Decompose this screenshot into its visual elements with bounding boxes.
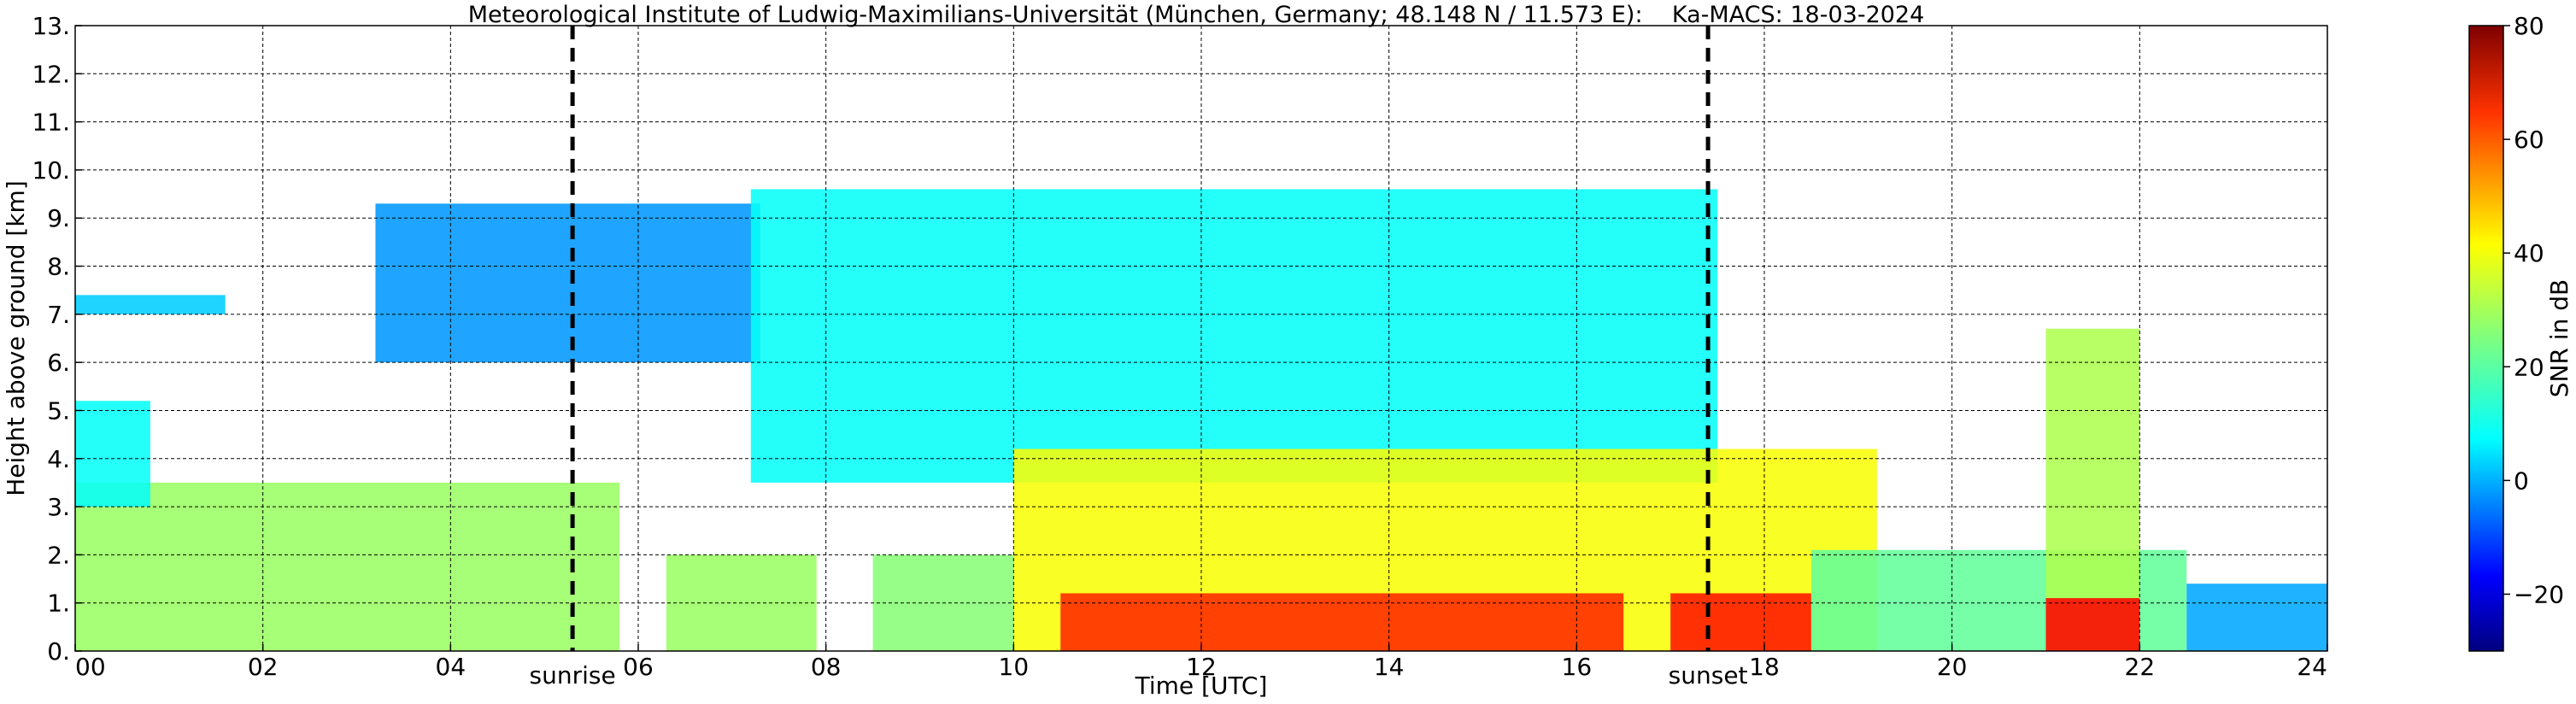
- y-tick-label: 5.: [47, 396, 70, 425]
- x-tick-label: 06: [623, 653, 654, 681]
- chart-title: Meteorological Institute of Ludwig-Maxim…: [468, 2, 1925, 28]
- y-tick-label: 12.: [32, 60, 70, 88]
- sunrise-label: sunrise: [530, 661, 616, 689]
- gridlines: [75, 26, 2327, 651]
- x-tick-label: 10: [999, 653, 1030, 681]
- x-tick-label: 20: [1937, 653, 1968, 681]
- echo-region: [2186, 584, 2327, 651]
- x-tick-label: 08: [811, 653, 842, 681]
- x-tick-label: 24: [2297, 653, 2327, 681]
- y-tick-label: 6.: [47, 349, 70, 377]
- colorbar-label: SNR in dB: [2545, 279, 2573, 397]
- x-axis-ticks: 00 02 04 06 08 10 12 14 16 18 20 22 24: [74, 644, 2328, 681]
- echo-region: [375, 203, 760, 363]
- colorbar-ticks: −20 0 20 40 60 80: [2503, 12, 2564, 608]
- daylight-markers: sunrise sunset: [530, 26, 1748, 689]
- y-tick-label: 13.: [32, 12, 70, 40]
- colorbar-tick-label: 20: [2514, 353, 2544, 381]
- y-tick-label: 10.: [32, 156, 70, 185]
- x-tick-label: 18: [1749, 653, 1780, 681]
- colorbar-tick-label: 80: [2514, 12, 2544, 40]
- echo-region: [1670, 593, 1811, 651]
- echo-region: [75, 295, 226, 314]
- colorbar: −20 0 20 40 60 80 SNR in dB: [2468, 12, 2573, 652]
- y-tick-label: 11.: [32, 109, 70, 137]
- x-axis-label: Time [UTC]: [1135, 672, 1268, 700]
- y-tick-label: 2.: [47, 541, 70, 569]
- echo-region: [75, 401, 150, 507]
- echo-region: [2045, 328, 2140, 651]
- x-tick-label: 22: [2125, 653, 2156, 681]
- colorbar-tick-label: 0: [2514, 466, 2529, 495]
- sunset-label: sunset: [1669, 661, 1748, 689]
- radar-echo-layer: [75, 189, 2327, 651]
- y-tick-label: 4.: [47, 445, 70, 473]
- y-tick-label: 3.: [47, 493, 70, 521]
- y-tick-label: 8.: [47, 253, 70, 281]
- colorbar-tick-label: −20: [2514, 580, 2564, 608]
- echo-region: [75, 482, 620, 651]
- y-tick-label: 7.: [47, 301, 70, 329]
- x-tick-label: 04: [436, 653, 466, 681]
- y-tick-label: 1.: [47, 590, 70, 618]
- x-tick-label: 00: [75, 653, 106, 681]
- y-axis-ticks: 0. 1. 2. 3. 4. 5. 6. 7. 8. 9. 10. 11. 12. 13.: [32, 12, 82, 666]
- x-tick-label: 14: [1374, 653, 1405, 681]
- x-tick-label: 02: [248, 653, 279, 681]
- x-tick-label: 12: [1186, 653, 1217, 681]
- y-tick-label: 0.: [47, 637, 70, 666]
- x-tick-label: 16: [1562, 653, 1593, 681]
- echo-region: [2045, 598, 2140, 651]
- colorbar-tick-label: 40: [2514, 239, 2544, 267]
- colorbar-tick-label: 60: [2514, 126, 2544, 154]
- y-tick-label: 9.: [47, 204, 70, 232]
- colorbar-scale: [2468, 25, 2504, 652]
- echo-region: [750, 189, 1718, 483]
- y-axis-label: Height above ground [km]: [2, 180, 30, 496]
- echo-region: [1060, 593, 1624, 651]
